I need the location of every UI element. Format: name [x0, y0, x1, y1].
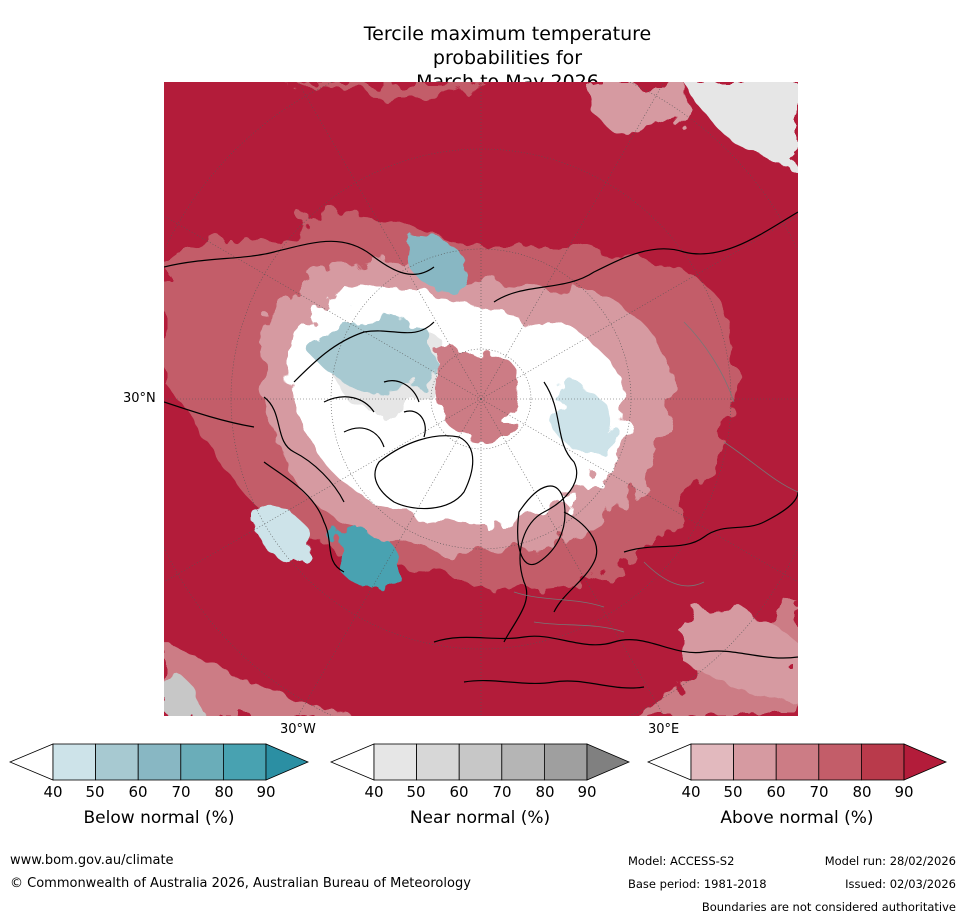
below-normal-colorbar — [8, 743, 310, 781]
near-normal-label: Near normal (%) — [409, 808, 551, 828]
colorbar-high-extension — [265, 743, 310, 781]
colorbar-segment — [416, 743, 460, 781]
lat-label-30n: 30°N — [123, 391, 156, 406]
tick: 70 — [171, 783, 191, 801]
probability-map — [164, 82, 798, 716]
disclaimer-text: Boundaries are not considered authoritat… — [701, 900, 956, 914]
colorbar-segment — [52, 743, 96, 781]
below-normal-region-atlantic — [335, 528, 400, 591]
tick: 90 — [577, 783, 597, 801]
tick: 40 — [43, 783, 63, 801]
coastlines — [164, 211, 798, 689]
model-text: Model: ACCESS-S2 — [628, 854, 735, 868]
tick: 50 — [723, 783, 743, 801]
eurasia-coast — [493, 211, 798, 643]
copyright-text: © Commonwealth of Australia 2026, Austra… — [10, 876, 471, 891]
near-normal-colorbar — [329, 743, 631, 781]
colorbar-segment — [180, 743, 224, 781]
tick: 80 — [214, 783, 234, 801]
greenland-coast — [374, 435, 474, 510]
tick: 80 — [535, 783, 555, 801]
near-normal-ticks: 40 50 60 70 80 90 — [330, 783, 630, 801]
tick: 80 — [852, 783, 872, 801]
colorbar-segment — [373, 743, 417, 781]
tick: 90 — [894, 783, 914, 801]
colorbar-segment — [137, 743, 182, 781]
tick: 60 — [449, 783, 469, 801]
colorbar-segment — [818, 743, 862, 781]
north-america-coast — [164, 240, 435, 573]
scandinavia-coast — [517, 485, 566, 565]
lon-label-30e: 30°E — [648, 722, 680, 737]
colorbar-high-extension — [903, 743, 948, 781]
colorbar-segment — [95, 743, 139, 781]
colorbar-segment — [733, 743, 777, 781]
colorbar-high-extension — [586, 743, 631, 781]
colorbar-low-extension — [329, 743, 375, 781]
tick: 50 — [406, 783, 426, 801]
base-period-text: Base period: 1981-2018 — [628, 877, 767, 891]
above-normal-label: Above normal (%) — [720, 808, 874, 828]
tick: 90 — [256, 783, 276, 801]
colorbar-svg — [329, 743, 631, 781]
tick: 70 — [492, 783, 512, 801]
colorbar-svg — [646, 743, 948, 781]
tick: 60 — [766, 783, 786, 801]
colorbar-segment — [860, 743, 905, 781]
below-normal-label: Below normal (%) — [83, 808, 235, 828]
colorbar-low-extension — [8, 743, 54, 781]
colorbar-segment — [690, 743, 734, 781]
title-line-1: Tercile maximum temperature probabilitie… — [363, 23, 652, 69]
colorbar-segment — [775, 743, 820, 781]
above-normal-ticks: 40 50 60 70 80 90 — [647, 783, 947, 801]
issued-text: Issued: 02/03/2026 — [845, 877, 956, 891]
tick: 40 — [681, 783, 701, 801]
canadian-archipelago — [323, 380, 426, 448]
colorbar-segment — [458, 743, 503, 781]
tick: 60 — [128, 783, 148, 801]
colorbar-segment — [222, 743, 267, 781]
website-link[interactable]: www.bom.gov.au/climate — [10, 853, 174, 868]
model-run-text: Model run: 28/02/2026 — [824, 854, 956, 868]
tick: 40 — [364, 783, 384, 801]
colorbar-segment — [501, 743, 545, 781]
tick: 70 — [809, 783, 829, 801]
graticule — [164, 82, 798, 716]
mediterranean-coast — [433, 635, 798, 689]
colorbar-low-extension — [646, 743, 692, 781]
lon-label-30w: 30°W — [280, 722, 316, 737]
colorbar-svg — [8, 743, 310, 781]
above-normal-colorbar — [646, 743, 948, 781]
country-borders — [513, 321, 798, 633]
below-normal-region-canada — [308, 314, 437, 394]
colorbar-segment — [543, 743, 588, 781]
below-normal-ticks: 40 50 60 70 80 90 — [9, 783, 309, 801]
tick: 50 — [85, 783, 105, 801]
below-normal-region-scandinavia — [554, 388, 615, 453]
